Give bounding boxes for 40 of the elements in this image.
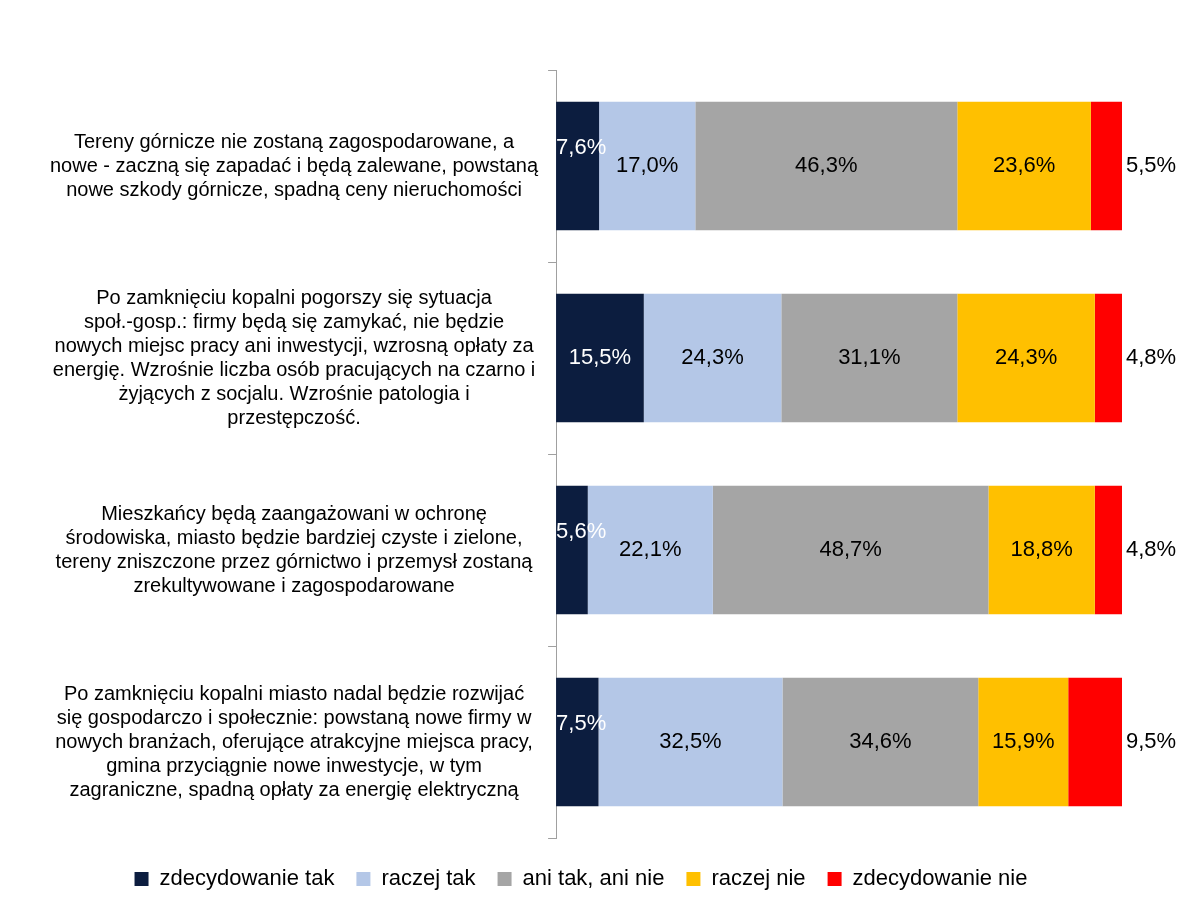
bar — [1068, 677, 1122, 807]
bar — [1094, 485, 1122, 615]
data-label: 9,5% — [1126, 728, 1177, 754]
bar — [782, 677, 979, 807]
data-label: 22,1% — [619, 536, 682, 562]
data-label: 4,8% — [1126, 344, 1177, 370]
legend-label: raczej tak — [381, 865, 477, 891]
bar — [643, 293, 782, 423]
bar — [1094, 293, 1122, 423]
data-label: 48,7% — [819, 536, 882, 562]
bar — [988, 485, 1095, 615]
data-label: 5,5% — [1126, 152, 1177, 178]
bar — [957, 293, 1095, 423]
y-tick-label: Mieszkańcy będą zaangażowani w ochronę środowiska, miasto będzie bardziej czyste i zielone, tereny zniszczone przez górnictwo i przemysł zostaną zrekultywowane i zagospodarowane — [55, 501, 534, 596]
y-tick-label: Tereny górnicze nie zostaną zagospodarowane, a nowe - zaczną się zapadać i będą zalewane, powstaną nowe szkody górnicze, spadną ceny nieruchomości — [50, 129, 539, 200]
bar — [957, 101, 1091, 231]
legend-label: zdecydowanie nie — [852, 865, 1028, 891]
bar — [556, 293, 644, 423]
bar — [1090, 101, 1122, 231]
legend-label: zdecydowanie tak — [159, 865, 336, 891]
bar — [695, 101, 958, 231]
data-label: 31,1% — [838, 344, 901, 370]
bar — [781, 293, 958, 423]
data-label: 4,8% — [1126, 536, 1177, 562]
data-label: 23,6% — [992, 152, 1056, 178]
data-label: 46,3% — [795, 152, 858, 178]
data-label: 24,3% — [681, 344, 744, 370]
data-label: 18,8% — [1010, 536, 1073, 562]
data-label: 32,5% — [659, 728, 722, 754]
bar — [712, 485, 989, 615]
bar — [978, 677, 1069, 807]
legend-label: ani tak, ani nie — [522, 865, 665, 891]
data-label: 15,5% — [568, 344, 632, 370]
y-tick-label: Po zamknięciu kopalni miasto nadal będzie rozwijać się gospodarczo i społecznie: powstaną nowe firmy w nowych branżach, oferujące atrakcyjne miejsca pracy, gmina przyciągnie nowe inwestycje, w tym zagraniczne, spadną opłaty za energię elektryczną — [55, 681, 533, 800]
legend-label: raczej nie — [711, 865, 806, 891]
data-label: 24,3% — [994, 344, 1058, 370]
data-label: 34,6% — [849, 728, 912, 754]
y-tick-label: Po zamknięciu kopalni pogorszy się sytuacja społ.-gosp.: firmy będą się zamykać, nie będzie nowych miejsc pracy ani inwestycji, wzrosną opłaty za energię. Wzrośnie liczba osób pracujących na czarno i żyjących z socjalu. Wzrośnie patologia i przestępczość. — [52, 285, 536, 428]
data-label: 15,9% — [992, 728, 1055, 754]
data-label: 17,0% — [616, 152, 679, 178]
